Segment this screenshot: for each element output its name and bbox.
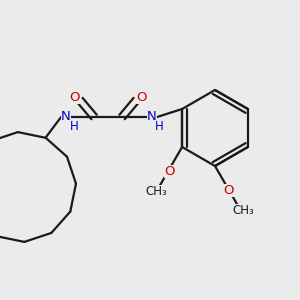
Text: H: H xyxy=(155,119,164,133)
Text: H: H xyxy=(70,119,79,133)
Text: O: O xyxy=(136,91,146,103)
Text: O: O xyxy=(164,165,174,178)
Text: CH₃: CH₃ xyxy=(232,204,254,218)
Text: N: N xyxy=(61,110,71,122)
Text: O: O xyxy=(70,91,80,103)
Text: N: N xyxy=(147,110,157,122)
Text: O: O xyxy=(224,184,234,197)
Text: CH₃: CH₃ xyxy=(146,185,167,198)
